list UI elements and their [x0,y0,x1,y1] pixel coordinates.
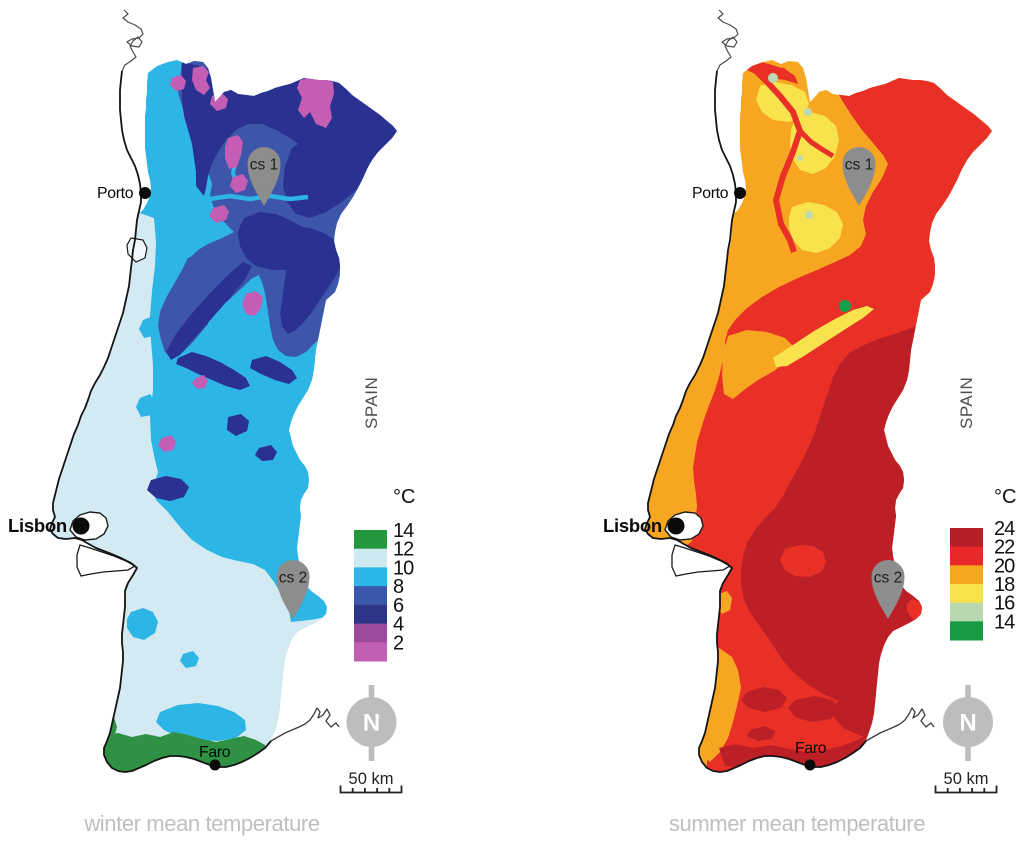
svg-text:18: 18 [994,574,1015,596]
svg-text:Porto: Porto [97,185,134,202]
svg-text:Porto: Porto [692,185,729,202]
svg-text:SPAIN: SPAIN [362,377,381,429]
svg-text:24: 24 [994,518,1015,540]
svg-text:Faro: Faro [199,744,231,761]
svg-text:°C: °C [994,486,1016,508]
svg-text:N: N [959,710,976,737]
svg-text:16: 16 [994,593,1015,615]
svg-text:6: 6 [393,595,404,617]
svg-text:SPAIN: SPAIN [957,377,976,429]
svg-text:Lisbon: Lisbon [603,515,662,536]
svg-text:N: N [363,710,380,737]
svg-text:cs 1: cs 1 [845,157,873,174]
svg-text:14: 14 [393,520,414,542]
svg-text:50 km: 50 km [944,770,989,788]
svg-text:°C: °C [393,486,415,508]
svg-text:12: 12 [393,539,414,561]
svg-text:4: 4 [393,614,404,636]
svg-text:summer mean temperature: summer mean temperature [669,811,925,836]
svg-text:14: 14 [994,611,1015,633]
svg-text:8: 8 [393,576,404,598]
svg-text:Faro: Faro [795,740,827,757]
svg-text:cs 1: cs 1 [250,157,278,174]
svg-text:2: 2 [393,632,404,654]
svg-text:50 km: 50 km [349,770,394,788]
svg-text:20: 20 [994,555,1015,577]
svg-text:Lisbon: Lisbon [8,515,67,536]
svg-text:22: 22 [994,537,1015,559]
svg-text:winter mean temperature: winter mean temperature [83,811,320,836]
svg-text:cs 2: cs 2 [279,570,307,587]
svg-text:10: 10 [393,557,414,579]
svg-text:cs 2: cs 2 [874,570,902,587]
